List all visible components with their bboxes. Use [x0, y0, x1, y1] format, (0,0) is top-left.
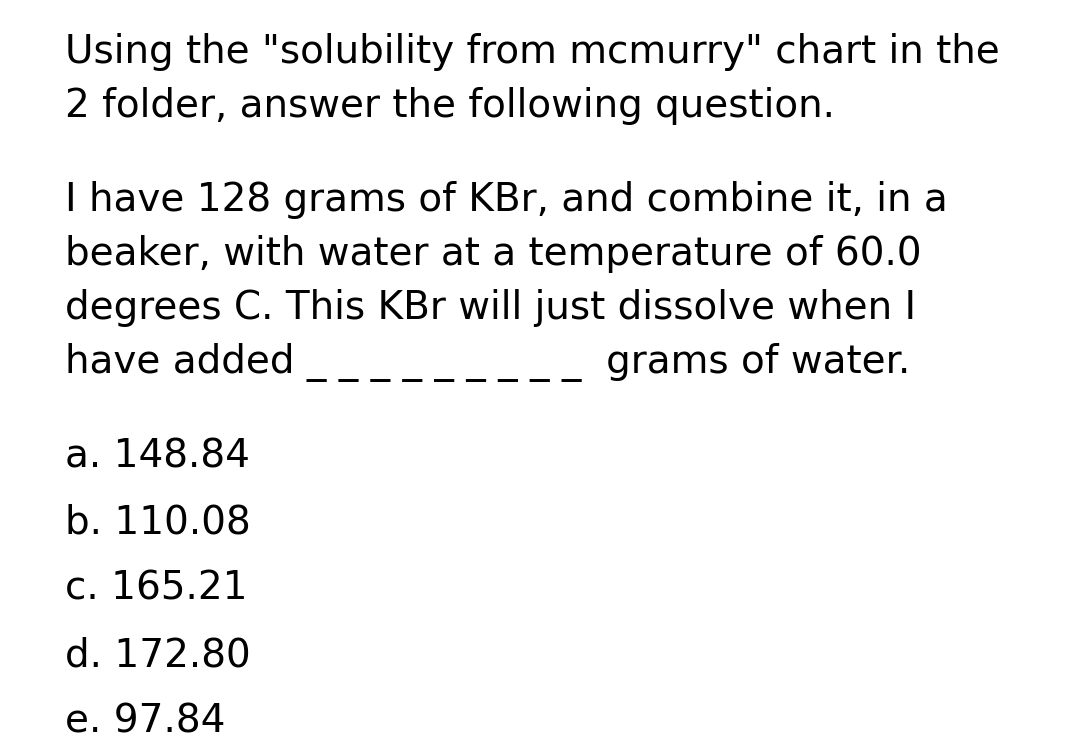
- Text: degrees C. This KBr will just dissolve when I: degrees C. This KBr will just dissolve w…: [65, 289, 916, 327]
- Text: a. 148.84: a. 148.84: [65, 437, 249, 475]
- Text: d. 172.80: d. 172.80: [65, 636, 251, 674]
- Text: I have 128 grams of KBr, and combine it, in a: I have 128 grams of KBr, and combine it,…: [65, 181, 947, 220]
- Text: Using the "solubility from mcmurry" chart in the: Using the "solubility from mcmurry" char…: [65, 33, 1000, 71]
- Text: c. 165.21: c. 165.21: [65, 570, 247, 608]
- Text: b. 110.08: b. 110.08: [65, 503, 251, 542]
- Text: beaker, with water at a temperature of 60.0: beaker, with water at a temperature of 6…: [65, 235, 921, 273]
- Text: have added _ _ _ _ _ _ _ _ _  grams of water.: have added _ _ _ _ _ _ _ _ _ grams of wa…: [65, 343, 910, 382]
- Text: 2 folder, answer the following question.: 2 folder, answer the following question.: [65, 87, 835, 125]
- Text: e. 97.84: e. 97.84: [65, 702, 225, 737]
